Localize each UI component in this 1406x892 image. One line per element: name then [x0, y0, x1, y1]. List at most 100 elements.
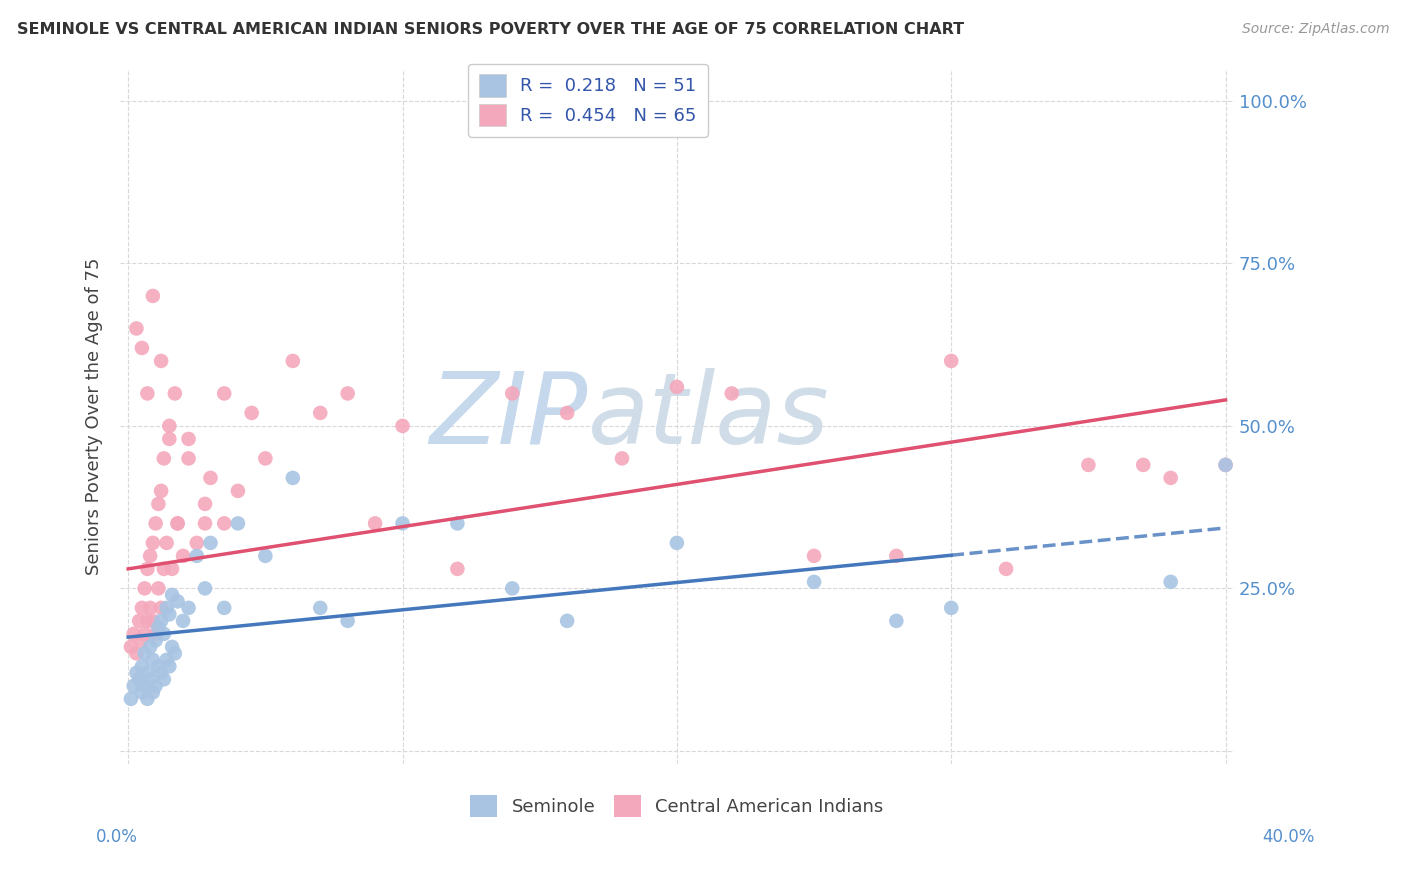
- Point: [131, 633, 153, 648]
- Point: [136, 665, 159, 680]
- Point: [128, 673, 150, 687]
- Point: [501, 582, 523, 596]
- Point: [886, 614, 908, 628]
- Point: [150, 600, 173, 615]
- Point: [145, 627, 167, 641]
- Point: [150, 483, 173, 498]
- Point: [163, 386, 186, 401]
- Point: [125, 321, 148, 335]
- Point: [446, 516, 468, 531]
- Point: [142, 289, 165, 303]
- Point: [120, 640, 142, 654]
- Point: [186, 549, 208, 563]
- Point: [157, 418, 180, 433]
- Point: [391, 418, 413, 433]
- Point: [157, 432, 180, 446]
- Point: [139, 640, 162, 654]
- Text: 40.0%: 40.0%: [1263, 828, 1315, 846]
- Point: [212, 386, 235, 401]
- Point: [136, 386, 159, 401]
- Point: [145, 679, 167, 693]
- Point: [160, 588, 183, 602]
- Point: [166, 516, 188, 531]
- Point: [309, 600, 332, 615]
- Point: [194, 582, 217, 596]
- Point: [336, 386, 359, 401]
- Point: [153, 627, 176, 641]
- Point: [194, 497, 217, 511]
- Point: [122, 627, 145, 641]
- Point: [131, 600, 153, 615]
- Point: [336, 614, 359, 628]
- Text: ZIP: ZIP: [429, 368, 588, 465]
- Point: [200, 471, 222, 485]
- Point: [142, 653, 165, 667]
- Point: [281, 354, 304, 368]
- Point: [153, 451, 176, 466]
- Point: [134, 627, 156, 641]
- Point: [172, 614, 194, 628]
- Point: [150, 665, 173, 680]
- Text: SEMINOLE VS CENTRAL AMERICAN INDIAN SENIORS POVERTY OVER THE AGE OF 75 CORRELATI: SEMINOLE VS CENTRAL AMERICAN INDIAN SENI…: [17, 22, 965, 37]
- Point: [120, 691, 142, 706]
- Point: [122, 679, 145, 693]
- Point: [155, 536, 177, 550]
- Point: [160, 562, 183, 576]
- Point: [148, 497, 170, 511]
- Point: [157, 607, 180, 622]
- Point: [281, 471, 304, 485]
- Point: [177, 600, 200, 615]
- Point: [155, 653, 177, 667]
- Point: [139, 600, 162, 615]
- Point: [131, 341, 153, 355]
- Point: [1077, 458, 1099, 472]
- Point: [200, 536, 222, 550]
- Point: [134, 646, 156, 660]
- Point: [142, 685, 165, 699]
- Point: [226, 483, 249, 498]
- Point: [134, 582, 156, 596]
- Point: [226, 516, 249, 531]
- Point: [136, 691, 159, 706]
- Point: [1160, 471, 1182, 485]
- Point: [166, 594, 188, 608]
- Point: [142, 536, 165, 550]
- Point: [142, 614, 165, 628]
- Point: [1160, 574, 1182, 589]
- Point: [139, 549, 162, 563]
- Point: [212, 516, 235, 531]
- Point: [1215, 458, 1237, 472]
- Point: [309, 406, 332, 420]
- Point: [720, 386, 742, 401]
- Point: [254, 451, 277, 466]
- Point: [501, 386, 523, 401]
- Point: [125, 646, 148, 660]
- Point: [139, 673, 162, 687]
- Text: Source: ZipAtlas.com: Source: ZipAtlas.com: [1241, 22, 1389, 37]
- Point: [177, 451, 200, 466]
- Point: [172, 549, 194, 563]
- Point: [134, 679, 156, 693]
- Point: [995, 562, 1018, 576]
- Text: 0.0%: 0.0%: [96, 828, 138, 846]
- Legend: Seminole, Central American Indians: Seminole, Central American Indians: [463, 788, 890, 824]
- Point: [610, 451, 633, 466]
- Point: [1215, 458, 1237, 472]
- Point: [446, 562, 468, 576]
- Point: [150, 354, 173, 368]
- Point: [155, 600, 177, 615]
- Point: [212, 600, 235, 615]
- Point: [186, 536, 208, 550]
- Point: [150, 614, 173, 628]
- Point: [886, 549, 908, 563]
- Point: [391, 516, 413, 531]
- Point: [136, 562, 159, 576]
- Point: [1132, 458, 1154, 472]
- Y-axis label: Seniors Poverty Over the Age of 75: Seniors Poverty Over the Age of 75: [86, 258, 103, 575]
- Point: [160, 640, 183, 654]
- Point: [128, 614, 150, 628]
- Point: [148, 659, 170, 673]
- Point: [803, 574, 825, 589]
- Point: [941, 600, 963, 615]
- Point: [145, 633, 167, 648]
